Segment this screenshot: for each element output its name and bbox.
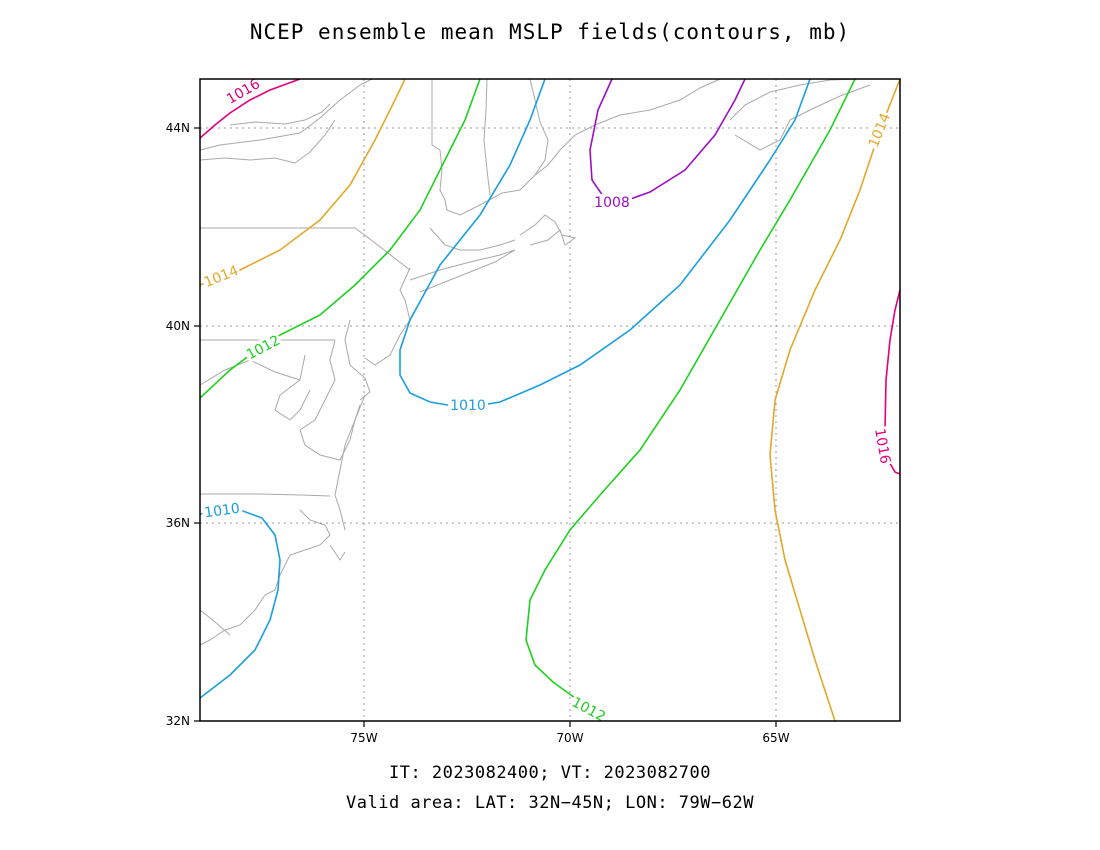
contour-1016-east <box>884 289 901 475</box>
contour-1012-east <box>525 78 856 722</box>
contour-label-1010-south: 1010 <box>203 501 241 522</box>
nova-scotia <box>729 78 861 121</box>
lake-ontario <box>229 103 331 126</box>
contour-label-1008: 1008 <box>594 195 630 211</box>
contour-1016-nw <box>199 78 301 139</box>
valid-area: Valid area: LAT: 32N−45N; LON: 79W−62W <box>346 793 754 813</box>
long-island <box>409 249 516 293</box>
southern-new-england-coast <box>429 227 516 251</box>
tick-label-lat-40: 40N <box>166 319 190 333</box>
tick-label-lat-32: 32N <box>166 714 190 728</box>
vermont-nh-line <box>483 78 491 196</box>
contour-1014-east <box>769 78 901 722</box>
axis-tick-labels: 32N 36N 40N 44N 75W 70W 65W <box>166 121 790 745</box>
map-frame <box>199 78 901 722</box>
tick-label-lon-65: 65W <box>762 731 789 745</box>
delaware-bay <box>344 319 371 401</box>
maine-coast <box>534 78 721 176</box>
contour-1010-north <box>399 78 811 409</box>
map-background <box>200 79 900 721</box>
init-valid-time: IT: 2023082400; VT: 2023082700 <box>388 763 712 783</box>
outer-banks <box>199 509 331 646</box>
chesapeake-bay <box>299 339 361 461</box>
pamlico-sound <box>329 544 346 561</box>
chart-title: NCEP ensemble mean MSLP fields(contours,… <box>249 20 851 44</box>
gridlines <box>200 79 900 721</box>
st-lawrence <box>431 79 441 151</box>
great-lakes-shore <box>199 119 336 164</box>
axis-ticks <box>194 127 777 727</box>
tick-label-lat-44: 44N <box>166 121 190 135</box>
tick-label-lat-36: 36N <box>166 516 190 530</box>
canada-border <box>199 78 373 151</box>
new-england-border <box>439 78 549 216</box>
cape-cod <box>519 214 577 246</box>
ny-pa-line <box>200 227 411 271</box>
tick-label-lon-70: 70W <box>556 731 583 745</box>
tick-label-lon-75: 75W <box>350 731 377 745</box>
nj-coast <box>364 267 411 366</box>
nc-sc-line <box>199 609 231 636</box>
contour-label-1010-north: 1010 <box>450 398 486 414</box>
nova-scotia-coast <box>734 84 871 151</box>
contour-label-1016-east: 1016 <box>871 427 893 465</box>
virginia-nc-line <box>200 493 331 497</box>
contour-1014-west <box>199 78 406 286</box>
delmarva-coast <box>334 394 366 531</box>
